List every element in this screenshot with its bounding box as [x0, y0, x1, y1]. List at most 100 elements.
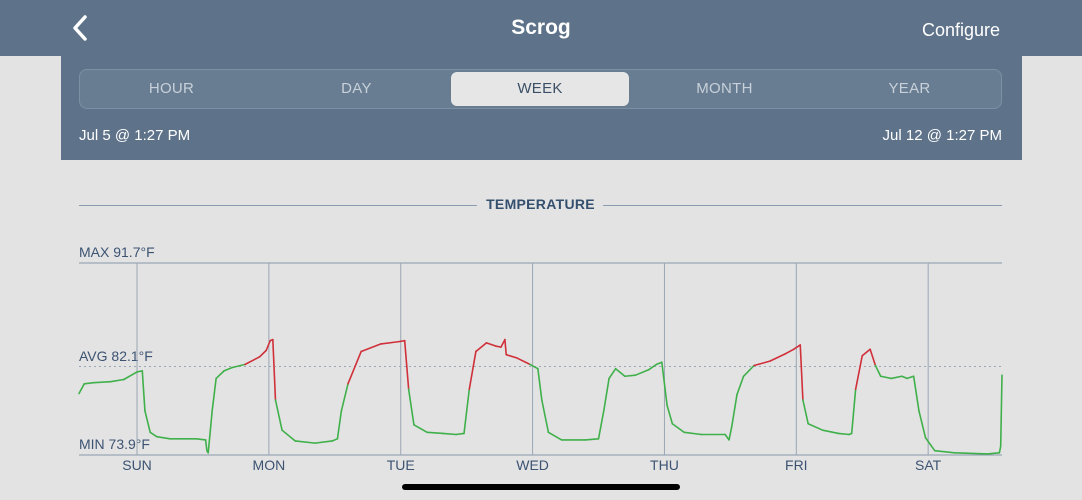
- section-title: TEMPERATURE: [486, 196, 595, 212]
- temperature-line-segment: [728, 426, 733, 441]
- temperature-line-segment: [380, 340, 399, 345]
- temperature-line-segment: [624, 374, 637, 378]
- x-tick-label: SAT: [915, 457, 942, 473]
- temperature-line-segment: [144, 409, 152, 434]
- temperature-line-segment: [821, 429, 840, 435]
- temperature-line-segment: [918, 409, 927, 439]
- temperature-line-segment: [397, 339, 406, 343]
- temperature-line-segment: [742, 364, 755, 378]
- temperature-line-segment: [634, 368, 650, 376]
- section-divider-right: [603, 205, 1002, 206]
- temperature-line-segment: [792, 344, 802, 351]
- range-panel: HOUR DAY WEEK MONTH YEAR Jul 5 @ 1:27 PM…: [61, 56, 1022, 160]
- temperature-line-segment: [123, 371, 138, 381]
- temperature-line-segment: [494, 345, 502, 348]
- temperature-line-segment: [869, 348, 877, 367]
- x-tick-label: TUE: [387, 457, 415, 473]
- temperature-line-segment: [724, 433, 730, 441]
- tab-day[interactable]: DAY: [341, 80, 372, 97]
- temperature-line-segment: [769, 352, 787, 362]
- chevron-left-icon: [73, 15, 87, 41]
- x-tick-label: WED: [516, 457, 549, 473]
- temperature-line-segment: [207, 409, 213, 454]
- temperature-line-segment: [647, 363, 658, 371]
- temperature-line-segment: [661, 361, 668, 407]
- temperature-line-segment: [442, 432, 457, 436]
- temperature-line-segment: [504, 338, 508, 356]
- tab-week[interactable]: WEEK: [451, 72, 629, 106]
- temperature-line-segment: [272, 338, 277, 401]
- temperature-line-segment: [879, 375, 893, 380]
- temperature-line-segment: [244, 356, 261, 366]
- temperature-line-segment: [231, 363, 246, 369]
- tab-year[interactable]: YEAR: [888, 80, 931, 97]
- temperature-line-segment: [215, 370, 225, 380]
- temperature-line-segment: [426, 431, 444, 435]
- temperature-line-segment: [485, 342, 497, 347]
- temperature-line-segment: [753, 360, 771, 367]
- range-end-date: Jul 12 @ 1:27 PM: [882, 127, 1002, 144]
- temperature-line-segment: [413, 423, 428, 434]
- x-tick-label: THU: [650, 457, 679, 473]
- temperature-line-segment: [468, 350, 477, 391]
- back-button[interactable]: [66, 12, 96, 44]
- temperature-line-segment: [331, 438, 339, 442]
- temperature-line-segment: [83, 381, 95, 385]
- temperature-line-segment: [655, 361, 663, 366]
- temperature-line-segment: [608, 367, 617, 380]
- temperature-line-segment: [211, 377, 217, 412]
- temperature-line-segment: [854, 354, 864, 391]
- page-title: Scrog: [511, 16, 571, 39]
- x-tick-label: SUN: [122, 457, 152, 473]
- tab-hour[interactable]: HOUR: [148, 80, 195, 97]
- temperature-line-segment: [155, 435, 171, 440]
- temperature-line-segment: [998, 445, 1002, 454]
- temperature-line-segment: [666, 404, 674, 425]
- avg-label: AVG 82.1°F: [79, 348, 153, 364]
- temperature-line-segment: [541, 399, 550, 434]
- temperature-line-segment: [515, 357, 531, 366]
- nav-bar: Scrog Configure: [0, 0, 1082, 56]
- temperature-line-segment: [265, 339, 271, 352]
- temperature-line-segment: [874, 364, 882, 378]
- temperature-line-segment: [802, 399, 809, 425]
- range-start-date: Jul 5 @ 1:27 PM: [79, 127, 191, 144]
- temperature-line-segment: [141, 370, 146, 412]
- temperature-line-segment: [109, 378, 125, 383]
- temperature-line-segment: [403, 339, 410, 391]
- temperature-line-segment: [837, 432, 850, 436]
- temperature-line-segment: [597, 409, 605, 440]
- temperature-line-segment: [281, 429, 297, 442]
- tab-month[interactable]: MONTH: [696, 80, 753, 97]
- home-indicator: [402, 484, 680, 490]
- temperature-line-segment: [683, 431, 703, 436]
- temperature-line-segment: [906, 375, 915, 380]
- temperature-line-segment: [314, 440, 333, 444]
- temperature-line-segment: [360, 343, 382, 353]
- temperature-line-segment: [912, 375, 920, 412]
- temperature-line-segment: [861, 348, 871, 357]
- temperature-line-segment: [807, 422, 824, 431]
- temperature-line-segment: [933, 449, 956, 454]
- configure-button[interactable]: Configure: [921, 20, 1000, 40]
- temperature-line-segment: [274, 399, 283, 431]
- temperature-line-segment: [999, 374, 1003, 448]
- temperature-line-segment: [505, 353, 518, 359]
- temperature-line-segment: [92, 380, 112, 384]
- x-tick-label: MON: [253, 457, 286, 473]
- temperature-line-segment: [258, 349, 268, 358]
- temperature-line-segment: [784, 348, 795, 355]
- section-divider-left: [79, 205, 477, 206]
- temperature-line-segment: [730, 393, 738, 428]
- temperature-line-segment: [195, 438, 207, 441]
- temperature-line-segment: [407, 388, 415, 426]
- temperature-line-segment: [547, 431, 563, 441]
- temperature-line-segment: [986, 452, 1001, 455]
- temperature-line-segment: [799, 344, 804, 401]
- temperature-line-segment: [529, 363, 539, 370]
- temperature-line-segment: [136, 370, 144, 373]
- temperature-line-segment: [953, 452, 989, 455]
- temperature-line-segment: [204, 439, 208, 452]
- temperature-line-segment: [475, 342, 488, 353]
